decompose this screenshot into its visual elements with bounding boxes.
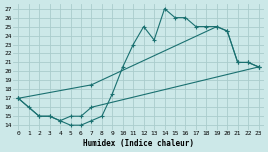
X-axis label: Humidex (Indice chaleur): Humidex (Indice chaleur) xyxy=(83,139,194,148)
